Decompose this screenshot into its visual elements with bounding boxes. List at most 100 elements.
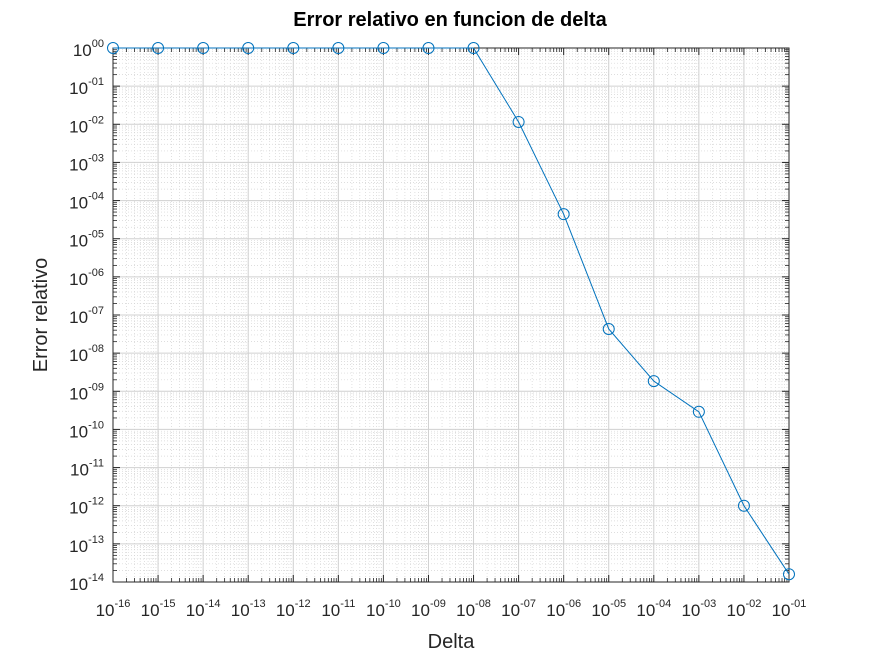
y-tick-base: 10 — [69, 194, 88, 213]
y-tick-label: 10-03 — [69, 152, 104, 174]
y-tick-base: 10 — [69, 232, 88, 251]
y-tick-exponent: -05 — [88, 229, 104, 241]
x-tick-exponent: -14 — [205, 598, 221, 610]
y-tick-exponent: -12 — [88, 496, 104, 508]
x-tick-base: 10 — [411, 601, 430, 620]
data-point — [647, 375, 660, 388]
x-tick-exponent: -05 — [610, 598, 626, 610]
x-tick-base: 10 — [546, 601, 565, 620]
x-tick-base: 10 — [366, 601, 385, 620]
x-tick-base: 10 — [186, 601, 205, 620]
y-tick-exponent: -01 — [88, 76, 104, 88]
y-tick-label: 10-05 — [69, 229, 104, 251]
y-tick-label: 1000 — [73, 38, 104, 60]
y-tick-exponent: -03 — [88, 152, 104, 164]
y-tick-exponent: -11 — [89, 458, 104, 470]
y-tick-base: 10 — [73, 41, 92, 60]
x-tick-label: 10-12 — [276, 598, 311, 620]
x-tick-exponent: -07 — [520, 598, 536, 610]
y-tick-label: 10-11 — [70, 458, 104, 480]
y-tick-base: 10 — [69, 384, 88, 403]
y-tick-exponent: -04 — [88, 191, 104, 203]
x-tick-exponent: -15 — [160, 598, 176, 610]
data-point — [107, 42, 119, 54]
x-tick-label: 10-08 — [456, 598, 491, 620]
x-tick-base: 10 — [501, 601, 520, 620]
x-tick-base: 10 — [636, 601, 655, 620]
x-tick-exponent: -13 — [250, 598, 266, 610]
y-tick-label: 10-07 — [69, 305, 104, 327]
x-tick-label: 10-10 — [366, 598, 401, 620]
y-tick-base: 10 — [70, 461, 89, 480]
x-tick-label: 10-01 — [772, 598, 807, 620]
y-tick-base: 10 — [69, 117, 88, 136]
x-tick-base: 10 — [727, 601, 746, 620]
x-tick-base: 10 — [276, 601, 295, 620]
y-tick-exponent: -08 — [88, 343, 104, 355]
y-tick-exponent: -09 — [88, 381, 104, 393]
x-tick-base: 10 — [141, 601, 160, 620]
y-axis-label: Error relativo — [30, 258, 52, 372]
data-point — [242, 42, 255, 54]
x-tick-label: 10-04 — [636, 598, 671, 620]
y-tick-label: 10-02 — [69, 114, 104, 136]
series-line — [113, 47, 790, 575]
y-tick-exponent: -10 — [88, 419, 104, 431]
x-tick-exponent: -16 — [115, 598, 131, 610]
y-tick-label: 10-13 — [69, 534, 104, 556]
x-tick-label: 10-07 — [501, 598, 536, 620]
y-tick-base: 10 — [69, 422, 88, 441]
y-tick-label: 10-14 — [69, 572, 104, 594]
x-tick-base: 10 — [591, 601, 610, 620]
x-tick-exponent: -08 — [475, 598, 491, 610]
x-tick-label: 10-09 — [411, 598, 446, 620]
x-tick-exponent: -01 — [791, 598, 807, 610]
x-tick-exponent: -02 — [745, 598, 761, 610]
x-tick-base: 10 — [96, 601, 115, 620]
grid-layer — [112, 47, 790, 583]
y-tick-base: 10 — [69, 79, 88, 98]
y-tick-exponent: 00 — [92, 38, 104, 50]
chart-title: Error relativo en funcion de delta — [293, 9, 607, 31]
y-tick-label: 10-06 — [69, 267, 104, 289]
y-tick-exponent: -07 — [88, 305, 104, 317]
x-tick-base: 10 — [772, 601, 791, 620]
x-tick-label: 10-13 — [231, 598, 266, 620]
x-tick-base: 10 — [231, 601, 250, 620]
y-tick-base: 10 — [69, 270, 88, 289]
x-tick-base: 10 — [321, 601, 340, 620]
data-point — [197, 42, 210, 54]
x-tick-exponent: -12 — [295, 598, 311, 610]
series-layer — [107, 42, 795, 581]
x-tick-label: 10-06 — [546, 598, 581, 620]
y-tick-base: 10 — [69, 575, 88, 594]
x-tick-label: 10-15 — [141, 598, 176, 620]
y-tick-exponent: -13 — [88, 534, 104, 546]
x-tick-label: 10-14 — [186, 598, 221, 620]
y-tick-exponent: -14 — [88, 572, 104, 584]
x-tick-exponent: -11 — [340, 598, 355, 610]
data-point — [557, 208, 570, 221]
y-tick-base: 10 — [69, 308, 88, 327]
y-tick-base: 10 — [69, 155, 88, 174]
x-tick-exponent: -03 — [700, 598, 716, 610]
data-point — [377, 42, 390, 54]
data-point — [692, 405, 705, 418]
y-tick-label: 10-10 — [69, 419, 104, 441]
x-tick-label: 10-16 — [96, 598, 131, 620]
data-point — [602, 322, 615, 335]
y-tick-exponent: -02 — [88, 114, 104, 126]
ticks-layer: 10-16 10-15 10-14 10-13 10-12 10-11 10-10 10-09… — [69, 38, 806, 620]
y-tick-label: 10-01 — [69, 76, 104, 98]
x-tick-label: 10-05 — [591, 598, 626, 620]
data-point — [422, 42, 435, 54]
data-point — [467, 42, 480, 54]
x-axis-label: Delta — [428, 631, 476, 653]
y-tick-base: 10 — [69, 499, 88, 518]
x-tick-base: 10 — [681, 601, 700, 620]
y-tick-label: 10-04 — [69, 191, 104, 213]
y-tick-label: 10-12 — [69, 496, 104, 518]
data-point — [512, 115, 525, 128]
